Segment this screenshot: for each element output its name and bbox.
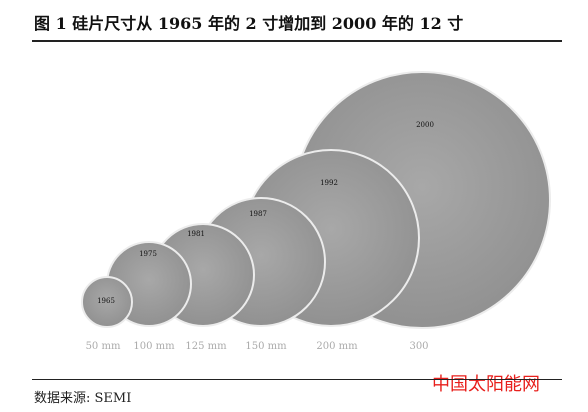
year-label: 1992 — [320, 179, 338, 187]
watermark-logo: 中国太阳能网 — [432, 374, 540, 395]
year-label: 2000 — [416, 121, 434, 129]
top-rule — [32, 40, 562, 42]
size-label: 50 mm — [86, 341, 121, 352]
wafer-50mm-circle — [81, 276, 133, 328]
data-source: 数据来源: SEMI — [34, 391, 132, 406]
year-label: 1981 — [187, 230, 205, 238]
bottom-rule — [32, 379, 562, 380]
size-label: 150 mm — [245, 341, 287, 352]
year-label: 1975 — [139, 250, 157, 258]
size-label: 100 mm — [133, 341, 175, 352]
size-label: 125 mm — [185, 341, 227, 352]
year-label: 1987 — [249, 210, 267, 218]
figure-title: 图 1 硅片尺寸从 1965 年的 2 寸增加到 2000 年的 12 寸 — [34, 14, 464, 33]
size-label: 200 mm — [316, 341, 358, 352]
year-label: 1965 — [97, 297, 115, 305]
size-label: 300 — [409, 341, 428, 352]
